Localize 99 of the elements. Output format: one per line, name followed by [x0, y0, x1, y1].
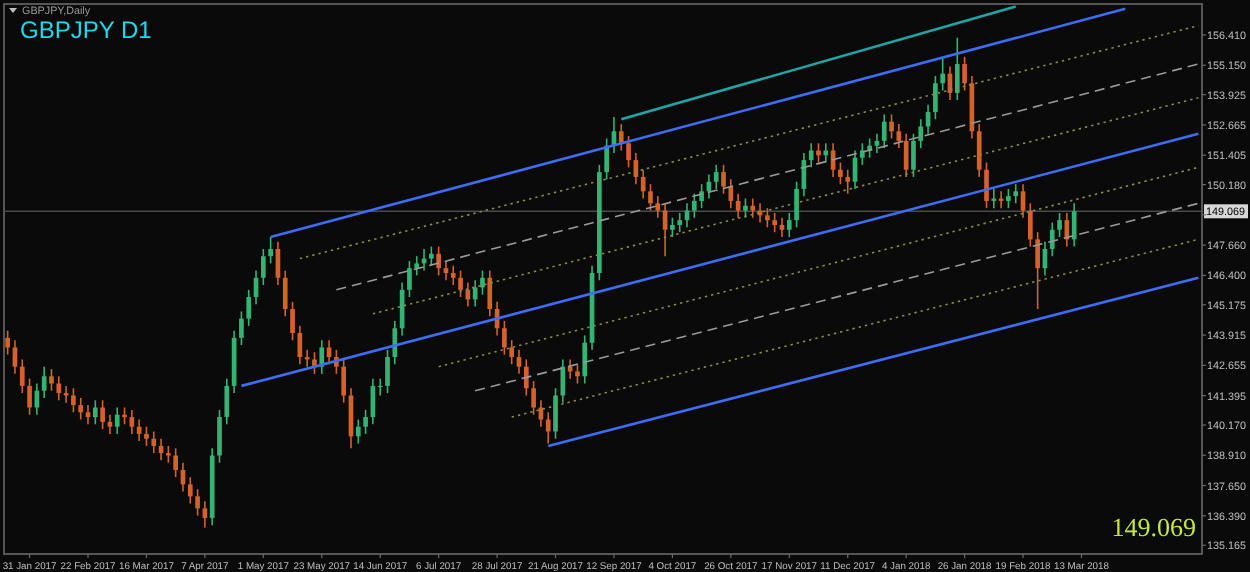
- candlestick: [991, 188, 997, 209]
- annotation: 149.069: [1111, 512, 1196, 542]
- candlestick: [436, 245, 441, 277]
- candlestick: [450, 264, 456, 286]
- candlestick: [472, 279, 478, 308]
- candlestick: [41, 365, 47, 399]
- candlestick: [282, 269, 288, 318]
- candlestick: [838, 161, 843, 185]
- candlestick: [523, 358, 529, 397]
- candlestick: [677, 212, 683, 233]
- candlestick: [750, 197, 756, 219]
- candlestick: [217, 409, 222, 464]
- candlestick: [100, 399, 105, 430]
- candlestick: [655, 195, 661, 219]
- candlestick: [911, 132, 916, 178]
- candlestick: [385, 349, 390, 394]
- candlestick: [765, 207, 770, 229]
- candlestick: [144, 425, 149, 447]
- candlestick: [560, 358, 566, 404]
- candlestick: [260, 248, 266, 286]
- candlestick: [808, 142, 814, 169]
- candlestick: [889, 113, 894, 140]
- candlestick: [786, 212, 792, 238]
- candlestick: [487, 269, 493, 318]
- candlestick: [933, 75, 938, 121]
- candlestick: [502, 320, 507, 356]
- candlestick: [618, 123, 624, 152]
- candlestick: [246, 289, 252, 327]
- candlestick: [27, 377, 32, 416]
- candlestick: [918, 118, 924, 149]
- candlestick: [648, 183, 653, 212]
- candlestick: [1035, 231, 1040, 310]
- candlestick: [5, 329, 10, 356]
- candlestick: [881, 113, 887, 149]
- candlestick: [355, 418, 361, 445]
- candlestick: [1071, 202, 1077, 248]
- candlestick: [443, 260, 449, 281]
- candlestick: [509, 339, 515, 366]
- candlestick: [845, 168, 851, 195]
- candlestick: [954, 36, 960, 101]
- text: GBPJPY D1: [20, 16, 153, 44]
- candlestick: [414, 255, 420, 277]
- candlestick: [151, 430, 157, 454]
- candlestick: [114, 406, 120, 435]
- candlestick: [545, 411, 551, 445]
- candlestick: [78, 397, 84, 421]
- candlestick: [984, 161, 989, 209]
- candlestick: [290, 301, 295, 342]
- candlestick: [107, 413, 113, 435]
- candlestick: [1013, 183, 1019, 205]
- candlestick: [268, 236, 273, 265]
- candlestick: [49, 368, 54, 392]
- candlestick: [859, 142, 865, 166]
- candlestick: [129, 409, 135, 435]
- candlestick: [553, 387, 558, 440]
- candlestick: [341, 358, 347, 404]
- candlestick: [816, 142, 821, 164]
- candlestick: [407, 260, 412, 298]
- candlestick: [721, 164, 726, 195]
- candlestick: [940, 56, 946, 92]
- candlestick: [779, 216, 785, 238]
- candlestick: [224, 377, 230, 426]
- candlestick: [173, 447, 178, 478]
- candlestick: [713, 164, 719, 190]
- candlestick: [195, 488, 200, 517]
- candlestick: [19, 358, 25, 394]
- candlestick: [976, 123, 982, 178]
- candlestick: [85, 404, 91, 426]
- candlestick: [1006, 188, 1011, 209]
- candlestick: [874, 132, 880, 154]
- candlestick: [56, 375, 62, 402]
- candlestick: [363, 409, 368, 435]
- candlestick: [187, 476, 193, 505]
- candlestick: [823, 142, 829, 164]
- candlestick: [691, 192, 697, 219]
- candlestick: [794, 180, 799, 229]
- candlestick: [626, 135, 631, 169]
- candlestick: [670, 216, 675, 238]
- candlestick: [1049, 221, 1055, 257]
- candlestick: [239, 310, 244, 346]
- candlestick: [604, 137, 609, 181]
- candlestick: [1057, 212, 1062, 238]
- candlestick: [480, 269, 485, 296]
- candlestick: [429, 245, 434, 267]
- candlestick: [575, 363, 580, 385]
- candlestick: [531, 380, 536, 416]
- candlestick: [640, 168, 646, 200]
- candlestick: [962, 56, 967, 92]
- candlestick: [538, 399, 544, 428]
- candlestick: [772, 212, 777, 233]
- candlestick: [728, 178, 734, 209]
- candlestick: [71, 387, 76, 414]
- candlestick: [319, 339, 325, 375]
- candlestick: [743, 197, 748, 219]
- candlestick: [699, 183, 704, 209]
- candlestick: [458, 269, 463, 298]
- candlestick: [582, 334, 588, 385]
- candlestick: [92, 399, 98, 426]
- candlestick: [1028, 202, 1033, 248]
